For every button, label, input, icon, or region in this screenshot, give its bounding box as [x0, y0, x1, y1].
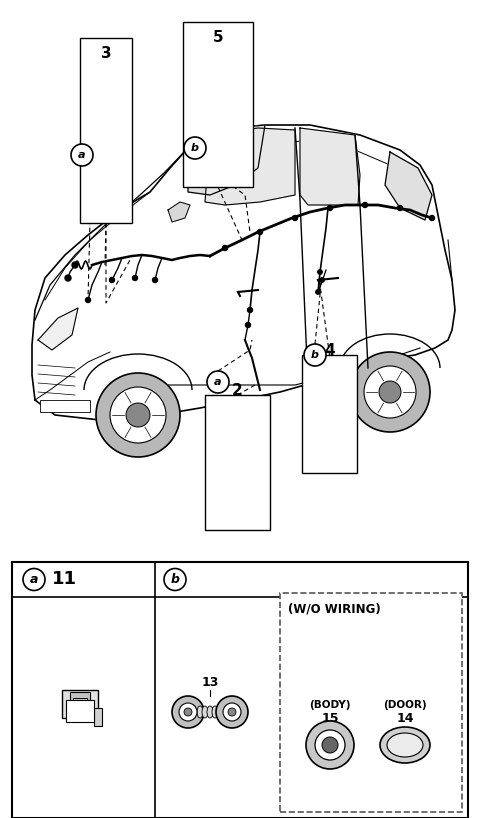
Circle shape: [379, 381, 401, 403]
Bar: [80, 38, 132, 223]
Circle shape: [320, 278, 324, 282]
Circle shape: [85, 298, 91, 303]
Bar: [70, 692, 90, 700]
Text: 5: 5: [213, 30, 223, 45]
Polygon shape: [32, 125, 455, 420]
Circle shape: [292, 215, 298, 221]
Circle shape: [109, 277, 115, 282]
Circle shape: [72, 262, 78, 268]
Circle shape: [315, 730, 345, 760]
Bar: [75, 700, 85, 718]
Circle shape: [322, 737, 338, 753]
Ellipse shape: [202, 706, 208, 718]
Text: 14: 14: [396, 712, 414, 725]
Bar: [12, 562, 468, 818]
Ellipse shape: [197, 706, 203, 718]
Bar: [302, 355, 357, 473]
Text: 3: 3: [101, 46, 111, 61]
Bar: [205, 395, 270, 530]
Bar: [73, 698, 87, 708]
Circle shape: [316, 290, 320, 294]
Text: 11: 11: [51, 570, 76, 588]
Circle shape: [430, 215, 434, 221]
Text: 15: 15: [321, 712, 339, 725]
Text: 4: 4: [324, 343, 335, 358]
Circle shape: [350, 352, 430, 432]
Circle shape: [153, 277, 157, 282]
Circle shape: [223, 703, 241, 721]
Bar: [183, 22, 253, 187]
Ellipse shape: [227, 706, 233, 718]
Circle shape: [132, 276, 137, 281]
Circle shape: [304, 344, 326, 366]
Ellipse shape: [207, 706, 213, 718]
Ellipse shape: [387, 733, 423, 757]
Bar: [94, 708, 102, 726]
Circle shape: [397, 205, 403, 210]
Ellipse shape: [222, 706, 228, 718]
Circle shape: [172, 696, 204, 728]
Bar: [40, 400, 90, 412]
Text: 13: 13: [201, 676, 219, 689]
Circle shape: [362, 203, 368, 208]
Bar: [62, 690, 98, 718]
Ellipse shape: [380, 727, 430, 763]
Text: a: a: [78, 150, 86, 160]
Circle shape: [65, 275, 71, 281]
Ellipse shape: [212, 706, 218, 718]
Circle shape: [306, 721, 354, 769]
Text: a: a: [30, 573, 38, 586]
Circle shape: [327, 205, 333, 210]
Text: b: b: [170, 573, 180, 586]
Circle shape: [164, 569, 186, 591]
Circle shape: [184, 137, 206, 159]
Bar: [280, 593, 462, 812]
Text: 2: 2: [232, 383, 243, 398]
Circle shape: [364, 366, 416, 418]
Circle shape: [126, 403, 150, 427]
Bar: [66, 700, 94, 722]
Polygon shape: [188, 125, 265, 195]
Circle shape: [179, 703, 197, 721]
Polygon shape: [38, 308, 78, 350]
Circle shape: [207, 371, 229, 393]
Polygon shape: [168, 202, 190, 222]
Ellipse shape: [217, 706, 223, 718]
Circle shape: [71, 144, 93, 166]
Circle shape: [184, 708, 192, 716]
Polygon shape: [300, 128, 360, 205]
Circle shape: [245, 322, 251, 327]
Polygon shape: [385, 152, 432, 220]
Text: (DOOR): (DOOR): [383, 700, 427, 710]
Polygon shape: [205, 128, 295, 205]
Circle shape: [248, 308, 252, 312]
Circle shape: [96, 373, 180, 457]
Text: b: b: [311, 350, 319, 360]
Circle shape: [257, 230, 263, 235]
Circle shape: [223, 245, 228, 250]
Text: (BODY): (BODY): [309, 700, 351, 710]
Text: b: b: [191, 143, 199, 153]
Circle shape: [318, 270, 322, 274]
Circle shape: [110, 387, 166, 443]
Text: (W/O WIRING): (W/O WIRING): [288, 603, 381, 615]
Circle shape: [228, 708, 236, 716]
Text: a: a: [214, 377, 222, 387]
Circle shape: [216, 696, 248, 728]
Circle shape: [23, 569, 45, 591]
